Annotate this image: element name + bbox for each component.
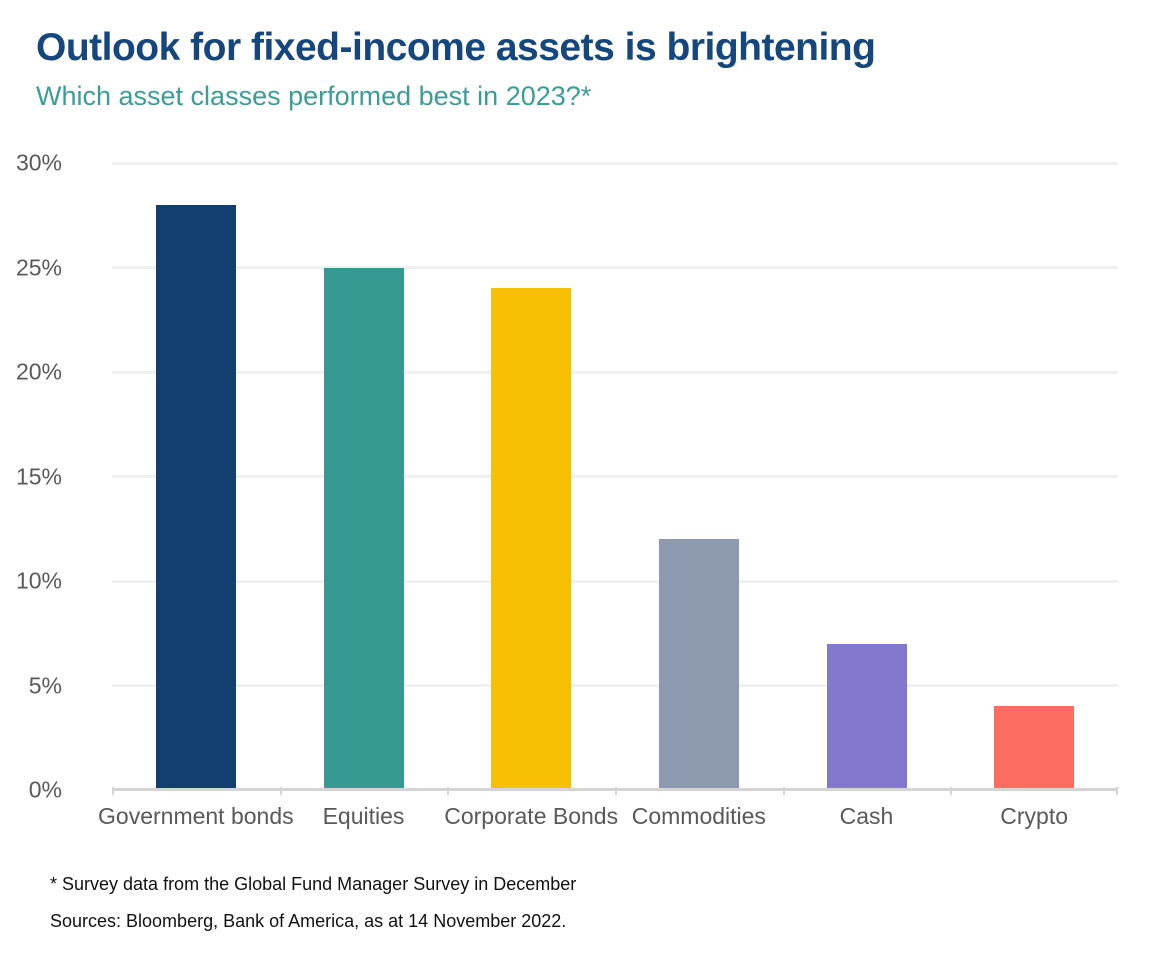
- bar-equities: [323, 267, 404, 790]
- x-axis-label-corporate-bonds: Corporate Bonds: [444, 803, 619, 829]
- x-axis-tick: [447, 787, 450, 795]
- gridline-20: [112, 370, 1118, 374]
- x-axis-baseline: [112, 787, 1118, 795]
- x-axis-label-crypto: Crypto: [1000, 803, 1069, 829]
- x-axis-label-cash: Cash: [839, 803, 894, 829]
- gridline-30: [112, 161, 1118, 165]
- x-axis-tick: [1116, 787, 1118, 795]
- gridline-15: [112, 475, 1118, 478]
- x-axis-label-equities: Equities: [322, 803, 405, 829]
- bar-government-bonds: [155, 204, 236, 790]
- gridline-5: [112, 684, 1118, 687]
- x-axis-tick: [782, 787, 785, 795]
- footnotes: * Survey data from the Global Fund Manag…: [50, 874, 576, 948]
- x-axis-tick: [279, 787, 282, 795]
- x-axis-label-government-bonds: Government bonds: [98, 803, 294, 829]
- gridline-10: [112, 579, 1118, 583]
- y-axis-label-5: 5%: [28, 672, 62, 698]
- footnote-sources: Sources: Bloomberg, Bank of America, as …: [50, 911, 567, 931]
- x-axis-tick: [950, 787, 953, 795]
- bar-cash: [826, 643, 907, 790]
- page-title: Outlook for fixed-income assets is brigh…: [36, 26, 876, 69]
- gridline-25: [112, 266, 1118, 269]
- bar-commodities: [658, 539, 739, 790]
- y-axis-label-15: 15%: [15, 463, 62, 489]
- footnote-survey: * Survey data from the Global Fund Manag…: [50, 874, 577, 894]
- bar-corporate-bonds: [491, 288, 572, 790]
- x-axis-tick: [112, 787, 114, 795]
- y-axis-label-10: 10%: [15, 567, 62, 594]
- bar-crypto: [994, 706, 1075, 790]
- x-axis-tick: [615, 787, 617, 795]
- page-subtitle: Which asset classes performed best in 20…: [36, 81, 592, 111]
- y-axis-label-20: 20%: [15, 358, 62, 385]
- chart-plot-area: 30% 25% 20% 15% 10% 5% 0% Government bonds Equit…: [16, 150, 1118, 829]
- y-axis-label-30: 30%: [15, 149, 62, 176]
- x-axis-label-commodities: Commodities: [631, 803, 766, 829]
- y-axis-label-25: 25%: [15, 254, 62, 280]
- y-axis-label-0: 0%: [28, 776, 62, 803]
